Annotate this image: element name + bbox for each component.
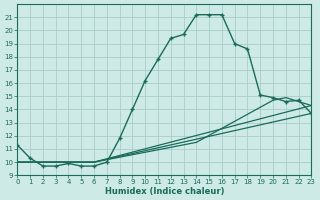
X-axis label: Humidex (Indice chaleur): Humidex (Indice chaleur) [105,187,224,196]
